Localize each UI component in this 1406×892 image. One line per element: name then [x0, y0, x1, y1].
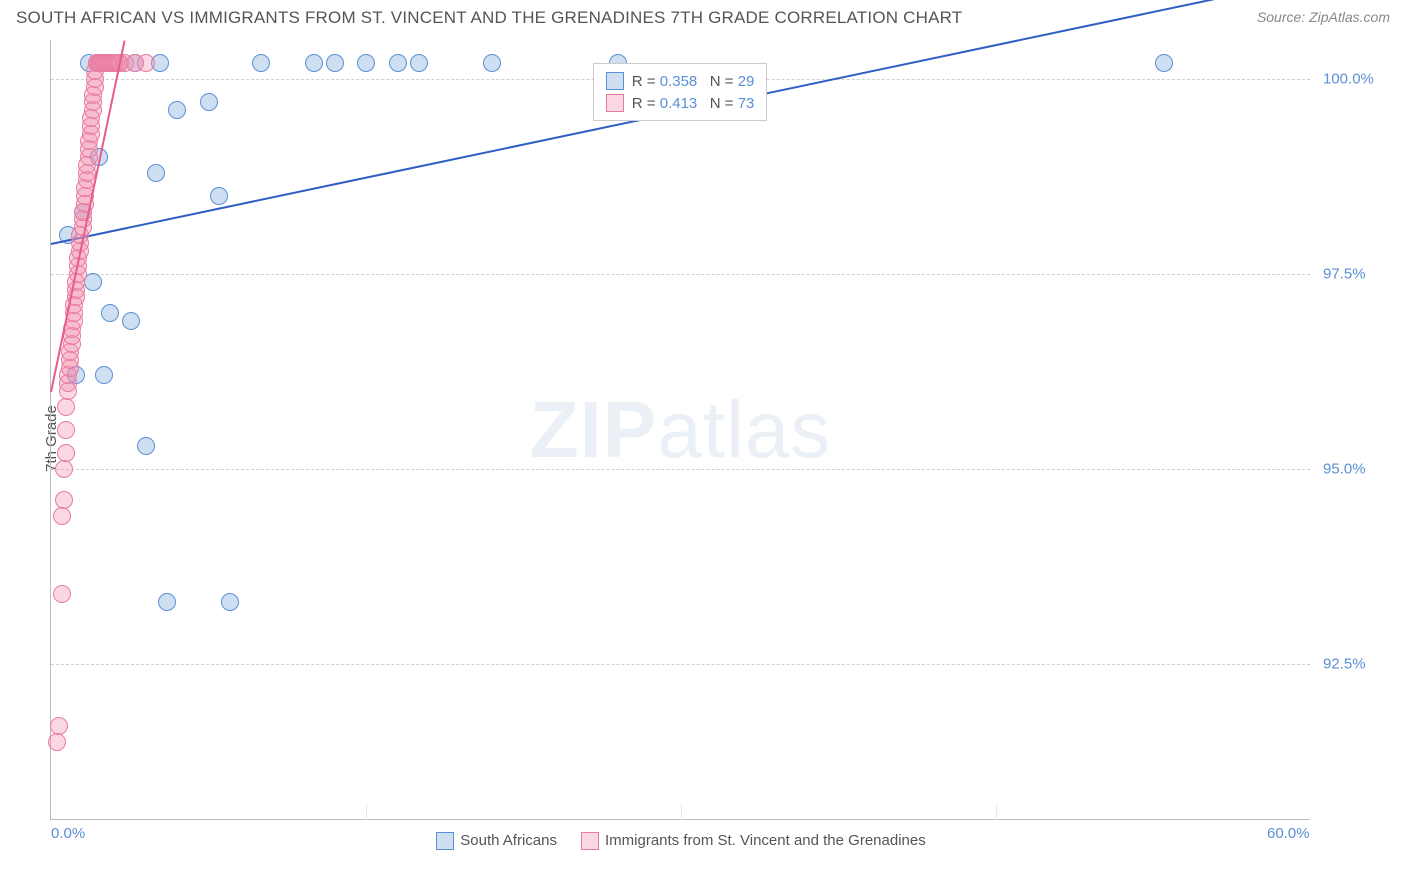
gridline-horizontal	[51, 664, 1310, 665]
scatter-point	[95, 366, 113, 384]
scatter-point	[389, 54, 407, 72]
legend-swatch	[436, 832, 454, 850]
plot-area: ZIPatlas 92.5%95.0%97.5%100.0%0.0%60.0%R…	[50, 40, 1310, 820]
stats-legend: R = 0.358 N = 29 R = 0.413 N = 73	[593, 63, 768, 121]
scatter-point	[57, 444, 75, 462]
scatter-point	[221, 593, 239, 611]
scatter-point	[53, 507, 71, 525]
scatter-point	[158, 593, 176, 611]
scatter-point	[210, 187, 228, 205]
scatter-point	[55, 491, 73, 509]
legend-label: South Africans	[460, 832, 557, 849]
scatter-point	[1155, 54, 1173, 72]
scatter-point	[48, 733, 66, 751]
scatter-point	[137, 54, 155, 72]
source-label: Source: ZipAtlas.com	[1257, 9, 1390, 27]
stats-text: R = 0.358 N = 29	[632, 73, 755, 90]
stats-legend-row: R = 0.413 N = 73	[606, 92, 755, 114]
scatter-point	[57, 421, 75, 439]
scatter-point	[137, 437, 155, 455]
legend-item: Immigrants from St. Vincent and the Gren…	[581, 832, 926, 850]
y-tick-label: 92.5%	[1323, 656, 1366, 673]
gridline-vertical	[681, 804, 682, 820]
watermark: ZIPatlas	[530, 384, 831, 476]
gridline-vertical	[366, 804, 367, 820]
scatter-point	[168, 101, 186, 119]
legend-swatch	[606, 94, 624, 112]
series-legend: South Africans Immigrants from St. Vincen…	[51, 832, 1311, 850]
scatter-point	[357, 54, 375, 72]
legend-item: South Africans	[436, 832, 557, 850]
scatter-point	[122, 312, 140, 330]
scatter-point	[326, 54, 344, 72]
scatter-point	[410, 54, 428, 72]
scatter-point	[50, 717, 68, 735]
scatter-point	[55, 460, 73, 478]
gridline-horizontal	[51, 274, 1310, 275]
stats-legend-row: R = 0.358 N = 29	[606, 70, 755, 92]
y-tick-label: 97.5%	[1323, 266, 1366, 283]
scatter-point	[483, 54, 501, 72]
legend-swatch	[606, 72, 624, 90]
scatter-point	[101, 304, 119, 322]
scatter-point	[147, 164, 165, 182]
scatter-point	[305, 54, 323, 72]
scatter-point	[57, 398, 75, 416]
scatter-point	[53, 585, 71, 603]
y-tick-label: 95.0%	[1323, 461, 1366, 478]
chart-title: SOUTH AFRICAN VS IMMIGRANTS FROM ST. VIN…	[16, 8, 962, 28]
y-tick-label: 100.0%	[1323, 71, 1374, 88]
gridline-vertical	[996, 804, 997, 820]
scatter-point	[252, 54, 270, 72]
legend-label: Immigrants from St. Vincent and the Gren…	[605, 832, 926, 849]
chart-container: 7th Grade ZIPatlas 92.5%95.0%97.5%100.0%…	[40, 40, 1380, 850]
legend-swatch	[581, 832, 599, 850]
gridline-horizontal	[51, 469, 1310, 470]
scatter-point	[200, 93, 218, 111]
stats-text: R = 0.413 N = 73	[632, 95, 755, 112]
trendline	[51, 0, 1311, 245]
